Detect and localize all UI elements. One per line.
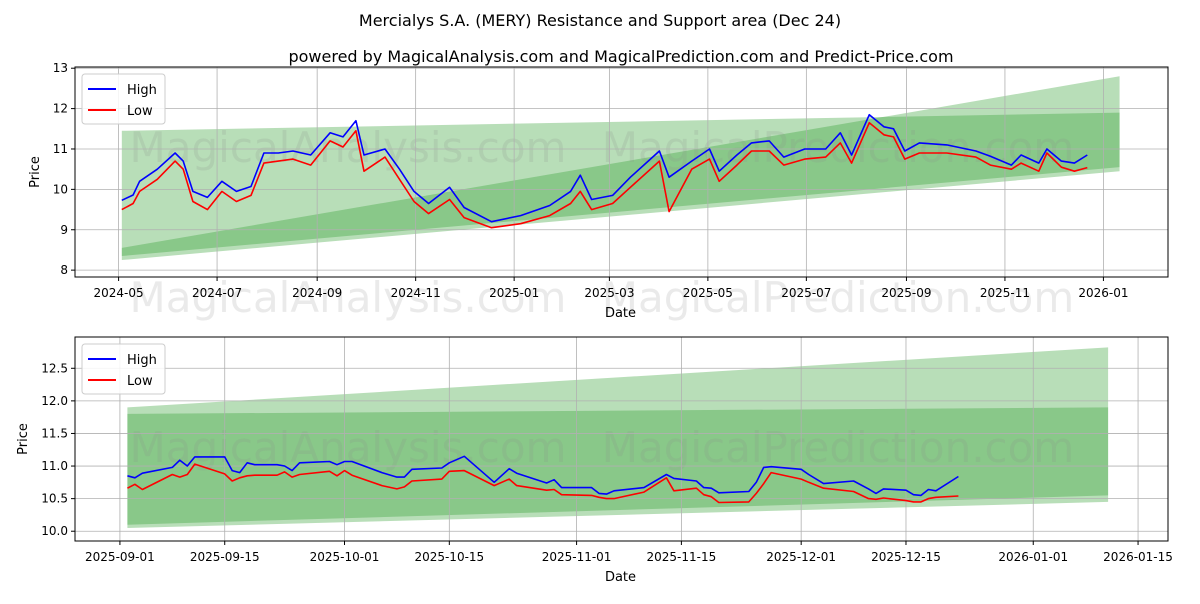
- high-series-line: [121, 113, 1088, 223]
- x-tick-label: 2025-01: [489, 286, 539, 300]
- axes-frame: [74, 66, 1169, 278]
- x-axis-label: Date: [605, 570, 636, 585]
- resistance-band: [121, 112, 1120, 256]
- legend-label-high: High: [127, 353, 157, 368]
- y-tick-label: 10.0: [41, 524, 68, 538]
- x-tick-label: 2025-09-01: [85, 550, 155, 564]
- x-tick-label: 2024-09: [292, 286, 342, 300]
- bottom-chart-panel: MagicalAnalysis.com MagicalPrediction.com…: [16, 336, 1173, 585]
- support-band: [121, 76, 1120, 261]
- legend-box: [81, 343, 166, 395]
- x-tick-label: 2025-11-15: [647, 550, 717, 564]
- x-tick-label: 2025-11-01: [542, 550, 612, 564]
- y-tick-label: 9: [60, 223, 68, 237]
- y-tick-label: 11.0: [41, 459, 68, 473]
- x-tick-label: 2026-01-15: [1103, 550, 1173, 564]
- y-tick-label: 12.5: [41, 361, 68, 375]
- chart-title: Mercialys S.A. (MERY) Resistance and Sup…: [359, 11, 841, 30]
- y-tick-label: 8: [60, 263, 68, 277]
- x-tick-label: 2025-10-15: [414, 550, 484, 564]
- x-axis-label: Date: [605, 306, 636, 321]
- watermark: MagicalAnalysis.com: [130, 423, 567, 472]
- x-tick-label: 2025-09: [881, 286, 931, 300]
- x-tick-label: 2025-12-01: [766, 550, 836, 564]
- watermark: MagicalAnalysis.com: [130, 273, 567, 322]
- watermark: MagicalPrediction.com: [602, 273, 1075, 322]
- y-tick-label: 11.5: [41, 426, 68, 440]
- y-tick-label: 12.0: [41, 394, 68, 408]
- watermark: MagicalPrediction.com: [602, 123, 1075, 172]
- x-tick-label: 2024-07: [192, 286, 242, 300]
- x-tick-label: 2026-01: [1078, 286, 1128, 300]
- x-tick-label: 2025-12-15: [871, 550, 941, 564]
- x-tick-label: 2025-07: [781, 286, 831, 300]
- legend: High Low: [81, 73, 166, 125]
- legend-label-low: Low: [127, 104, 153, 119]
- x-tick-label: 2025-03: [584, 286, 634, 300]
- legend: High Low: [81, 343, 166, 395]
- y-tick-label: 10.5: [41, 492, 68, 506]
- y-tick-label: 11: [53, 142, 68, 156]
- x-tick-label: 2025-09-15: [190, 550, 260, 564]
- x-tick-label: 2026-01-01: [998, 550, 1068, 564]
- low-series-line: [121, 121, 1088, 229]
- legend-label-low: Low: [127, 374, 153, 389]
- y-axis-label: Price: [28, 156, 43, 188]
- y-tick-label: 10: [53, 182, 68, 196]
- chart-subtitle: powered by MagicalAnalysis.com and Magic…: [288, 47, 953, 66]
- top-chart-panel: MagicalAnalysis.com MagicalPrediction.com…: [28, 61, 1169, 322]
- legend-label-high: High: [127, 83, 157, 98]
- watermark: MagicalPrediction.com: [602, 423, 1075, 472]
- low-series-line: [127, 463, 959, 504]
- y-tick-label: 13: [53, 61, 68, 75]
- x-tick-label: 2024-05: [94, 286, 144, 300]
- x-tick-label: 2024-11: [391, 286, 441, 300]
- x-tick-label: 2025-11: [980, 286, 1030, 300]
- axes-frame: [74, 336, 1169, 542]
- x-tick-label: 2025-05: [683, 286, 733, 300]
- legend-box: [81, 73, 166, 125]
- high-series-line: [127, 455, 959, 497]
- x-tick-label: 2025-10-01: [310, 550, 380, 564]
- y-tick-label: 12: [53, 102, 68, 116]
- y-axis-label: Price: [16, 423, 31, 455]
